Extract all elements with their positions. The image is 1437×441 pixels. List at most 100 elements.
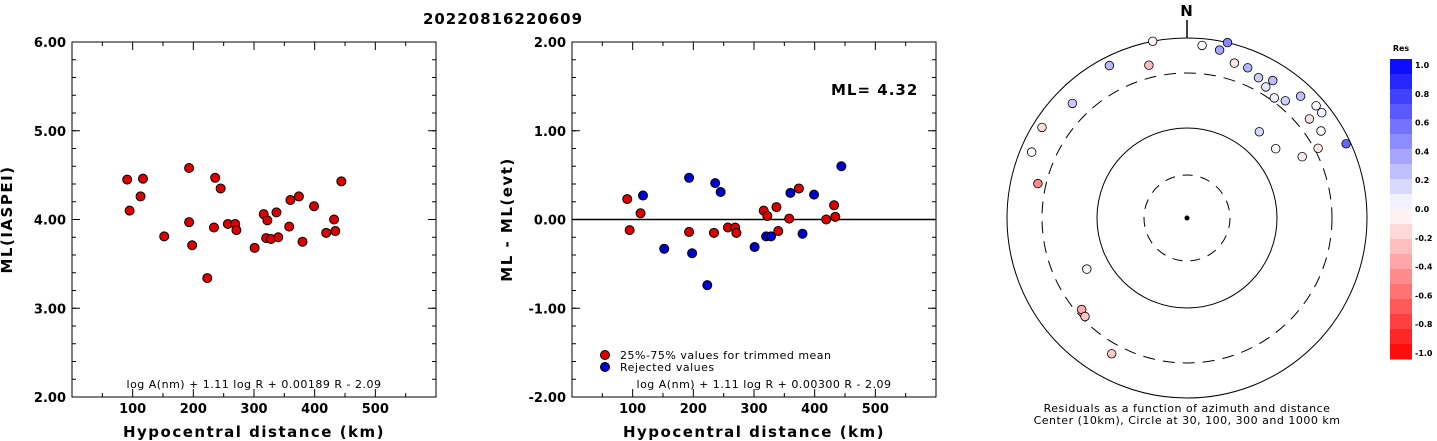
- event-magnitude-label: ML= 4.32: [831, 81, 918, 99]
- station-residual-point: [1067, 98, 1078, 109]
- residual-vs-distance-plot: 100 200 300 400 500 -2.00 -1.00 0.00 1.00 2.00 Hyp…: [498, 36, 937, 441]
- legend-marker: [600, 350, 610, 360]
- rejected-point: [785, 187, 796, 198]
- rejected-point: [836, 161, 847, 172]
- y-tick-label: 5.00: [34, 125, 66, 140]
- figure-title: 20220816220609: [423, 10, 583, 28]
- y-tick-label: 2.00: [534, 36, 566, 51]
- y-tick-label: -1.00: [529, 302, 566, 317]
- residual-colorbar: Res 1.0 0.8 0.6 0.4 0.2 0.0 -0.2 -0.4 -0.6 -0.8 -1.…: [1390, 44, 1433, 360]
- station-residual-point: [1080, 311, 1090, 322]
- station-residual-point: [1026, 147, 1037, 157]
- rejected-point: [687, 248, 698, 259]
- station-magnitude-point: [122, 174, 133, 185]
- station-residual-point: [1147, 36, 1158, 47]
- station-magnitude-point: [249, 242, 260, 253]
- colorbar-tick-label: 0.6: [1415, 119, 1430, 128]
- rejected-point: [710, 178, 721, 189]
- rejected-point: [659, 243, 670, 254]
- station-magnitude-point: [231, 225, 242, 236]
- y-axis-label: ML(IASPEI): [0, 165, 16, 273]
- station-residual-point: [1242, 63, 1253, 73]
- colorbar-tick-label: 1.0: [1415, 61, 1430, 70]
- colorbar-segment: [1390, 194, 1412, 210]
- rejected-point: [684, 172, 695, 183]
- y-tick-label: 3.00: [34, 302, 66, 317]
- station-residual-point: [1280, 96, 1291, 106]
- station-magnitude-point: [336, 176, 347, 187]
- station-residual-point: [1082, 264, 1092, 274]
- station-residual-point: [1033, 178, 1043, 189]
- rejected-point: [715, 186, 726, 197]
- y-tick-label: 1.00: [534, 125, 566, 140]
- colorbar-title: Res: [1393, 44, 1410, 53]
- colorbar-segment: [1390, 89, 1412, 105]
- legend-marker: [600, 362, 610, 372]
- station-magnitude-point: [284, 221, 295, 232]
- colorbar-segment: [1390, 209, 1412, 225]
- station-magnitude-point: [159, 231, 170, 242]
- colorbar-segment: [1390, 119, 1412, 135]
- station-magnitude-point: [271, 207, 282, 218]
- station-magnitude-point: [262, 215, 273, 226]
- colorbar-segment: [1390, 74, 1412, 90]
- station-residual-point: [1316, 107, 1327, 118]
- station-magnitude-point: [208, 222, 219, 233]
- x-tick-label: 200: [680, 402, 707, 417]
- station-magnitude-point: [124, 205, 135, 216]
- station-residual-point: [1304, 114, 1315, 124]
- colorbar-segment: [1390, 104, 1412, 120]
- station-residual-point: [1313, 143, 1323, 154]
- colorbar-tick-label: 0.2: [1415, 176, 1429, 185]
- station-residual-point: [1037, 122, 1047, 133]
- x-axis-label: Hypocentral distance (km): [623, 423, 885, 441]
- x-tick-label: 400: [301, 402, 328, 417]
- trimmed-mean-point: [771, 202, 782, 213]
- station-magnitude-point: [184, 217, 195, 228]
- y-tick-label: 0.00: [534, 214, 566, 229]
- polar-caption-line-2: Center (10km), Circle at 30, 100, 300 an…: [1034, 414, 1341, 427]
- x-tick-label: 300: [240, 402, 267, 417]
- trimmed-mean-point: [829, 200, 840, 211]
- station-magnitude-point: [210, 172, 221, 183]
- y-tick-label: 6.00: [34, 36, 66, 51]
- station-residual-point: [1144, 60, 1154, 70]
- trimmed-mean-point: [622, 194, 633, 205]
- colorbar-segment: [1390, 254, 1412, 270]
- station-magnitude-point: [273, 232, 284, 243]
- x-tick-label: 500: [862, 402, 889, 417]
- station-residual-point: [1270, 143, 1281, 154]
- distance-ring-300km: [1041, 72, 1333, 364]
- x-axis-label: Hypocentral distance (km): [123, 423, 385, 441]
- plot-frame: [71, 41, 437, 398]
- colorbar-tick-label: 0.0: [1415, 205, 1430, 214]
- station-magnitude-point: [293, 191, 304, 202]
- trimmed-mean-point: [635, 208, 646, 219]
- colorbar-segment: [1390, 329, 1412, 345]
- colorbar-segment: [1390, 224, 1412, 240]
- station-residual-point: [1104, 60, 1115, 71]
- y-tick-label: 2.00: [34, 391, 66, 406]
- colorbar-tick-label: -0.2: [1415, 234, 1433, 243]
- station-residual-point: [1214, 45, 1225, 55]
- station-residual-point: [1311, 101, 1321, 111]
- colorbar-segment: [1390, 164, 1412, 180]
- polar-caption-line-1: Residuals as a function of azimuth and d…: [1044, 402, 1331, 415]
- station-magnitude-point: [215, 183, 226, 194]
- station-magnitude-point: [329, 214, 340, 225]
- colorbar-segment: [1390, 239, 1412, 255]
- trimmed-mean-point: [708, 227, 719, 238]
- north-label: N: [1180, 2, 1194, 20]
- station-magnitude-point: [184, 163, 195, 174]
- colorbar-tick-label: -0.4: [1415, 263, 1433, 272]
- x-tick-label: 500: [362, 402, 389, 417]
- x-tick-label: 100: [619, 402, 646, 417]
- trimmed-mean-point: [784, 213, 795, 224]
- station-magnitude-point: [137, 173, 148, 184]
- station-magnitude-point: [187, 240, 198, 251]
- colorbar-tick-label: -0.8: [1415, 320, 1433, 329]
- trimmed-mean-point: [793, 183, 804, 194]
- magnitude-vs-distance-plot: 100 200 300 400 500 2.00 3.00 4.00 5.00 6.00 Hypoc…: [0, 36, 437, 441]
- trimmed-mean-point: [762, 210, 773, 221]
